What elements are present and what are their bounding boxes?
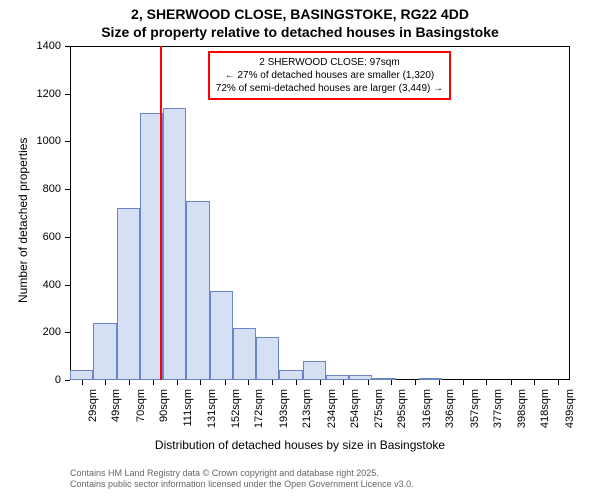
xtick-mark xyxy=(415,380,416,385)
xtick-mark xyxy=(320,380,321,385)
xtick-label: 295sqm xyxy=(396,389,408,428)
annotation-line1: 2 SHERWOOD CLOSE: 97sqm xyxy=(216,56,443,69)
xtick-label: 70sqm xyxy=(135,389,147,422)
xtick-label: 316sqm xyxy=(421,389,433,428)
xtick-label: 234sqm xyxy=(326,389,338,428)
histogram-bar xyxy=(372,378,395,380)
annotation-line3: 72% of semi-detached houses are larger (… xyxy=(216,82,443,95)
xtick-mark xyxy=(463,380,464,385)
xtick-mark xyxy=(439,380,440,385)
ytick-label: 200 xyxy=(21,326,61,338)
ytick-label: 400 xyxy=(21,279,61,291)
ytick-mark xyxy=(65,237,70,238)
ytick-mark xyxy=(65,332,70,333)
xtick-label: 111sqm xyxy=(182,389,194,427)
xtick-mark xyxy=(343,380,344,385)
histogram-bar xyxy=(326,375,349,380)
ytick-label: 1000 xyxy=(21,135,61,147)
ytick-mark xyxy=(65,189,70,190)
histogram-bar xyxy=(303,361,326,380)
xtick-label: 49sqm xyxy=(110,389,122,422)
histogram-bar xyxy=(117,208,140,380)
histogram-bar xyxy=(349,375,372,380)
ytick-mark xyxy=(65,285,70,286)
ytick-mark xyxy=(65,94,70,95)
histogram-bar xyxy=(279,370,302,380)
histogram-bar xyxy=(70,370,93,380)
xtick-mark xyxy=(200,380,201,385)
xtick-mark xyxy=(248,380,249,385)
chart-title-line2: Size of property relative to detached ho… xyxy=(0,24,600,40)
xtick-mark xyxy=(391,380,392,385)
xtick-mark xyxy=(511,380,512,385)
xtick-mark xyxy=(558,380,559,385)
histogram-bar xyxy=(419,378,442,380)
xtick-label: 336sqm xyxy=(444,389,456,428)
xtick-mark xyxy=(105,380,106,385)
right-spine xyxy=(569,46,570,380)
xtick-label: 90sqm xyxy=(158,389,170,422)
xtick-mark xyxy=(225,380,226,385)
ytick-label: 0 xyxy=(21,374,61,386)
x-axis-label: Distribution of detached houses by size … xyxy=(0,438,600,452)
xtick-label: 152sqm xyxy=(230,389,242,428)
top-spine xyxy=(70,46,570,47)
xtick-mark xyxy=(368,380,369,385)
xtick-label: 439sqm xyxy=(564,389,576,428)
xtick-mark xyxy=(177,380,178,385)
ytick-label: 800 xyxy=(21,183,61,195)
histogram-bar xyxy=(233,328,256,380)
xtick-label: 398sqm xyxy=(516,389,528,428)
xtick-mark xyxy=(272,380,273,385)
histogram-bar xyxy=(256,337,279,380)
xtick-label: 418sqm xyxy=(539,389,551,428)
xtick-label: 193sqm xyxy=(278,389,290,428)
xtick-label: 254sqm xyxy=(349,389,361,428)
xtick-mark xyxy=(129,380,130,385)
histogram-bar xyxy=(186,201,209,380)
property-marker-line xyxy=(160,46,162,380)
left-spine xyxy=(70,46,71,380)
plot-area: 020040060080010001200140029sqm49sqm70sqm… xyxy=(70,46,570,380)
xtick-label: 29sqm xyxy=(87,389,99,422)
footer-line2: Contains public sector information licen… xyxy=(70,479,414,490)
xtick-label: 377sqm xyxy=(492,389,504,428)
ytick-mark xyxy=(65,141,70,142)
xtick-mark xyxy=(296,380,297,385)
chart-title-line1: 2, SHERWOOD CLOSE, BASINGSTOKE, RG22 4DD xyxy=(0,6,600,22)
annotation-line2: ← 27% of detached houses are smaller (1,… xyxy=(216,69,443,82)
ytick-label: 1400 xyxy=(21,40,61,52)
xtick-label: 357sqm xyxy=(469,389,481,428)
xtick-label: 172sqm xyxy=(253,389,265,428)
ytick-mark xyxy=(65,46,70,47)
annotation-box: 2 SHERWOOD CLOSE: 97sqm← 27% of detached… xyxy=(208,51,451,100)
ytick-mark xyxy=(65,380,70,381)
histogram-bar xyxy=(163,108,186,380)
histogram-bar xyxy=(210,291,233,380)
ytick-label: 1200 xyxy=(21,88,61,100)
footer-line1: Contains HM Land Registry data © Crown c… xyxy=(70,468,414,479)
xtick-label: 275sqm xyxy=(373,389,385,428)
xtick-mark xyxy=(486,380,487,385)
xtick-mark xyxy=(82,380,83,385)
footer-attribution: Contains HM Land Registry data © Crown c… xyxy=(70,468,414,491)
xtick-label: 131sqm xyxy=(206,389,218,428)
xtick-mark xyxy=(153,380,154,385)
histogram-bar xyxy=(93,323,116,380)
xtick-mark xyxy=(534,380,535,385)
ytick-label: 600 xyxy=(21,231,61,243)
xtick-label: 213sqm xyxy=(301,389,313,428)
